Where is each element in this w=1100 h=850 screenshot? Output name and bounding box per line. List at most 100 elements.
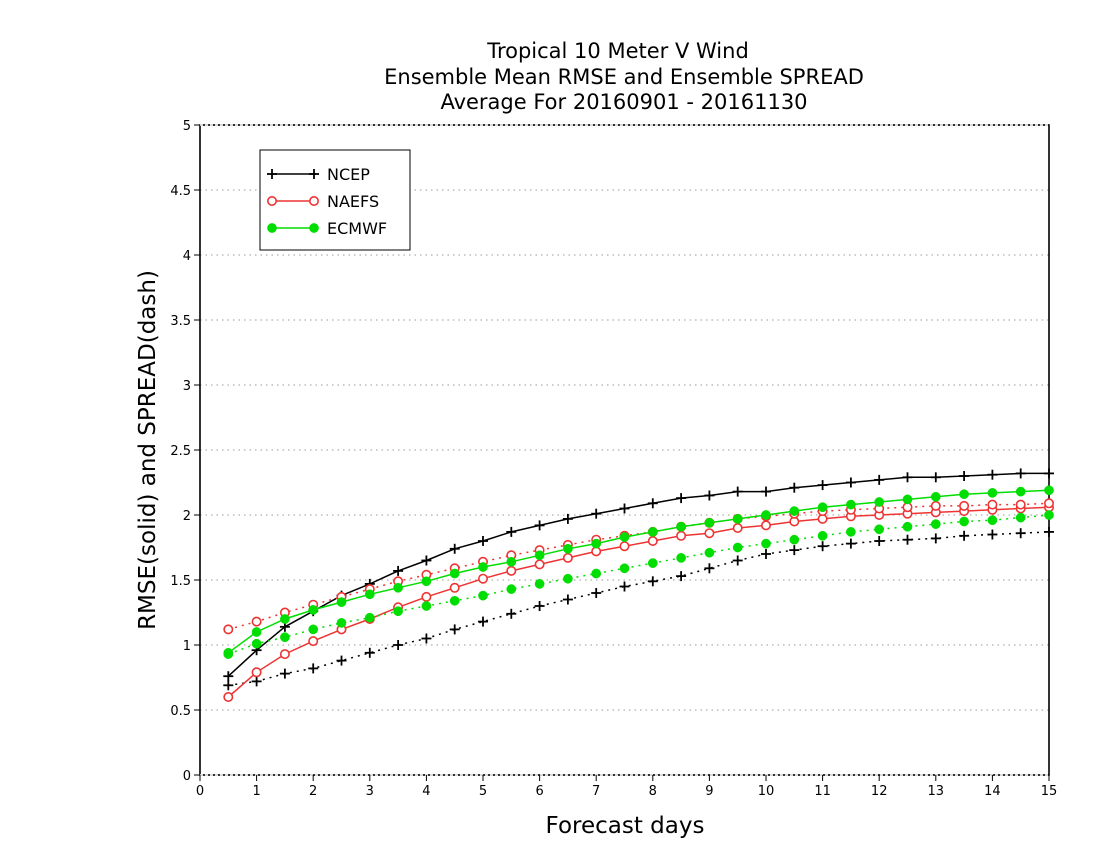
ecmwf-spread-point-15 [647,558,658,568]
naefs-rmse-point-8 [449,582,460,593]
ncep-rmse-point-26 [959,471,970,481]
ncep-rmse-point-8 [449,543,460,554]
ecmwf-spread-point-12 [563,573,573,584]
ncep-rmse-point-12 [562,513,573,524]
ncep-rmse-point-17 [704,490,715,501]
ecmwf-rmse-point-4 [336,597,347,607]
naefs-spread-point-0 [223,624,234,635]
ecmwf-rmse-point-6 [393,582,403,593]
ecmwf-rmse-point-7 [421,576,432,587]
y-tick-label-1: 0.5 [170,704,191,719]
naefs-rmse-point-3 [308,636,319,647]
ncep-rmse-point-6 [393,565,404,576]
ncep-spread-point-2 [279,668,290,679]
ecmwf-rmse-point-17 [704,517,715,528]
x-tick-label-11: 11 [814,784,831,799]
ecmwf-rmse-point-24 [902,494,913,505]
ecmwf-rmse-point-26 [959,489,969,500]
ecmwf-spread-point-10 [506,584,517,594]
naefs-rmse-point-17 [704,528,715,539]
x-tick-label-9: 9 [705,784,713,799]
legend-label-naefs: NAEFS [327,192,379,211]
ecmwf-spread-point-24 [902,521,913,532]
ncep-spread-line [228,531,1050,687]
ecmwf-spread-point-16 [676,553,686,563]
ecmwf-rmse-point-16 [676,521,686,532]
ecmwf-spread-point-22 [846,527,856,537]
legend-entry-ncep: NCEP [267,165,370,184]
ncep-rmse-point-29 [1044,468,1054,479]
legend-marker-left-ncep [267,169,277,179]
y-axis-title: RMSE(solid) and SPREAD(dash) [135,270,161,630]
naefs-spread-point-28 [1015,499,1026,510]
ncep-spread-point-15 [647,576,658,587]
ncep-spread-point-9 [478,616,488,627]
ncep-rmse-point-25 [930,472,941,483]
ncep-rmse-point-20 [789,482,800,493]
chart-title-line-2: Ensemble Mean RMSE and Ensemble SPREAD [384,65,864,89]
naefs-rmse-line [227,506,1050,698]
ncep-rmse-point-28 [1015,468,1026,479]
ecmwf-rmse-point-15 [647,527,658,537]
ncep-spread-point-1 [251,676,262,687]
naefs-rmse-point-9 [477,573,488,584]
naefs-rmse-point-19 [760,520,771,531]
ecmwf-rmse-point-3 [308,605,319,615]
ncep-spread-point-3 [308,663,319,674]
ncep-rmse-point-10 [506,526,517,537]
ncep-spread-point-8 [449,624,460,635]
ncep-rmse-point-14 [619,503,630,514]
ecmwf-spread-point-29 [1044,510,1054,520]
naefs-rmse-point-1 [251,667,262,678]
ncep-rmse-point-0 [223,671,234,682]
series-ncep [223,468,1054,691]
ecmwf-spread-point-14 [619,563,630,574]
legend-entry-naefs: NAEFS [266,192,379,211]
ncep-spread-point-5 [364,647,375,658]
ncep-rmse-point-23 [874,474,885,485]
ecmwf-rmse-point-22 [846,499,856,510]
y-tick-label-10: 5 [183,119,191,134]
x-tick-label-7: 7 [592,784,600,799]
naefs-spread-point-27 [987,499,998,510]
naefs-spread-point-26 [959,500,970,511]
legend-marker-right-ncep [309,169,319,179]
ecmwf-spread-point-9 [478,590,488,601]
x-tick-label-8: 8 [649,784,657,799]
ncep-spread-point-11 [534,601,545,611]
ecmwf-rmse-point-2 [280,614,290,624]
legend-label-ncep: NCEP [327,165,370,184]
ecmwf-rmse-point-8 [449,568,460,579]
ecmwf-rmse-line [227,489,1050,654]
ecmwf-rmse-point-19 [761,510,771,520]
legend-marker-left-ecmwf [267,223,277,233]
naefs-rmse-point-7 [421,591,432,602]
ncep-spread-point-4 [336,655,347,666]
naefs-rmse-point-18 [732,522,743,533]
ecmwf-spread-point-26 [959,516,969,527]
ecmwf-spread-point-5 [364,612,375,623]
naefs-spread-point-1 [251,616,262,627]
ecmwf-spread-point-25 [930,519,941,529]
legend-marker-right-naefs [308,196,319,207]
naefs-rmse-point-16 [676,530,687,541]
ncep-spread-point-14 [619,581,630,592]
x-tick-label-10: 10 [758,784,775,799]
series-ecmwf [223,485,1054,659]
x-tick-label-13: 13 [928,784,945,799]
x-tick-label-5: 5 [479,784,487,799]
ecmwf-spread-point-0 [223,649,234,659]
ecmwf-rmse-point-21 [817,502,828,513]
chart-title-line-1: Tropical 10 Meter V Wind [486,39,749,63]
legend-marker-right-ecmwf [309,223,319,233]
ncep-spread-point-0 [223,680,234,691]
naefs-spread-point-29 [1044,498,1055,509]
ecmwf-rmse-point-20 [789,506,800,516]
ncep-spread-point-19 [761,549,771,559]
ecmwf-spread-point-1 [251,638,262,649]
ncep-rmse-line [227,472,1049,677]
ecmwf-spread-point-7 [421,601,432,611]
ecmwf-rmse-point-29 [1044,485,1054,496]
ncep-spread-point-16 [676,571,687,582]
legend-entry-ecmwf: ECMWF [267,219,387,238]
